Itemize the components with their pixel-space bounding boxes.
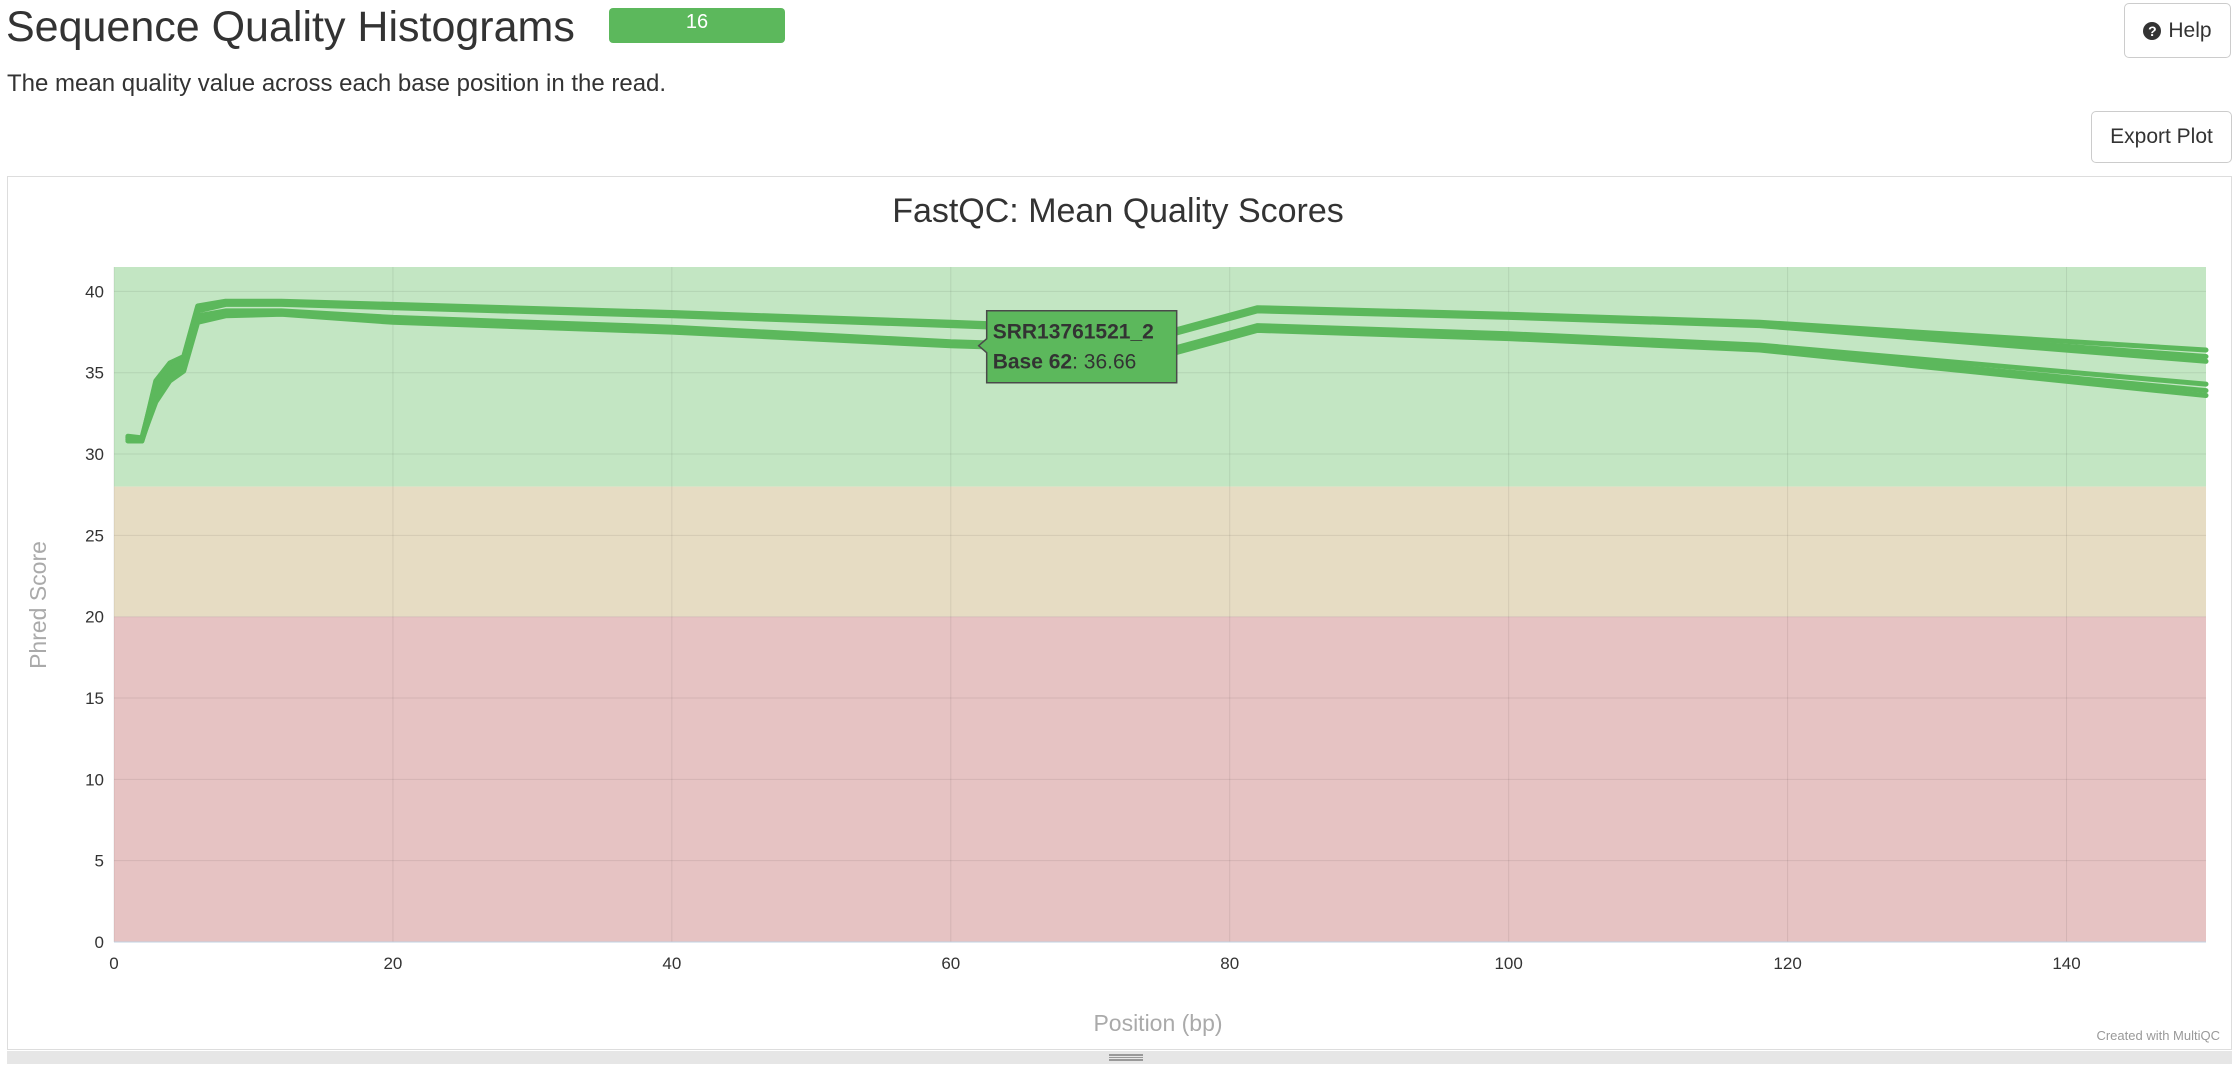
y-tick-label: 30: [85, 445, 104, 464]
y-tick-label: 0: [95, 933, 104, 952]
x-axis-label: Position (bp): [1093, 1010, 1222, 1036]
y-axis-label: Phred Score: [25, 541, 51, 669]
mean-quality-chart[interactable]: 0 5 10 15 20 25 30 35 40 0 20 40 60 80 100 120 140 FastQC…: [8, 177, 2231, 1049]
x-tick-label: 40: [662, 954, 681, 973]
section-description: The mean quality value across each base …: [7, 70, 667, 97]
series-line-6[interactable]: [125, 311, 2209, 442]
series-line-3[interactable]: [125, 301, 2209, 444]
plot-container[interactable]: 0 5 10 15 20 25 30 35 40 0 20 40 60 80 100 120 140 FastQC…: [7, 176, 2232, 1050]
plot-resize-handle[interactable]: [7, 1051, 2232, 1064]
y-tick-label: 25: [85, 526, 104, 545]
tooltip-box: [977, 309, 1178, 384]
y-tick-label: 10: [85, 770, 104, 789]
export-plot-button[interactable]: Export Plot: [2091, 111, 2232, 163]
x-tick-label: 60: [941, 954, 960, 973]
credits-text: Created with MultiQC: [2096, 1028, 2220, 1043]
x-tick-label: 140: [2052, 954, 2080, 973]
page-title: Sequence Quality Histograms: [6, 3, 575, 51]
help-button-label: Help: [2168, 18, 2212, 42]
y-tick-label: 35: [85, 364, 104, 383]
y-tick-label: 5: [95, 852, 104, 871]
tooltip-sample-name: SRR13761521_2: [993, 321, 1154, 344]
x-tick-label: 80: [1220, 954, 1239, 973]
x-tick-label: 120: [1773, 954, 1801, 973]
help-button[interactable]: ? Help: [2124, 3, 2231, 58]
y-tick-label: 15: [85, 689, 104, 708]
y-tick-label: 40: [85, 282, 104, 301]
x-tick-label: 20: [383, 954, 402, 973]
export-plot-label: Export Plot: [2110, 125, 2213, 148]
x-tick-label: 0: [109, 954, 118, 973]
sample-count-badge: 16: [609, 8, 785, 43]
tooltip-value-line: Base 62: 36.66: [993, 351, 1137, 374]
tooltip-value: : 36.66: [1072, 351, 1136, 374]
x-tick-label: 100: [1494, 954, 1522, 973]
question-circle-icon: ?: [2143, 21, 2162, 40]
y-tick-label: 20: [85, 608, 104, 627]
tooltip-base-label: Base 62: [993, 351, 1072, 374]
plot-band-fail: [114, 616, 2206, 942]
grip-icon: [1109, 1054, 1143, 1061]
chart-title: FastQC: Mean Quality Scores: [892, 192, 1344, 230]
plot-band-warn: [114, 486, 2206, 617]
